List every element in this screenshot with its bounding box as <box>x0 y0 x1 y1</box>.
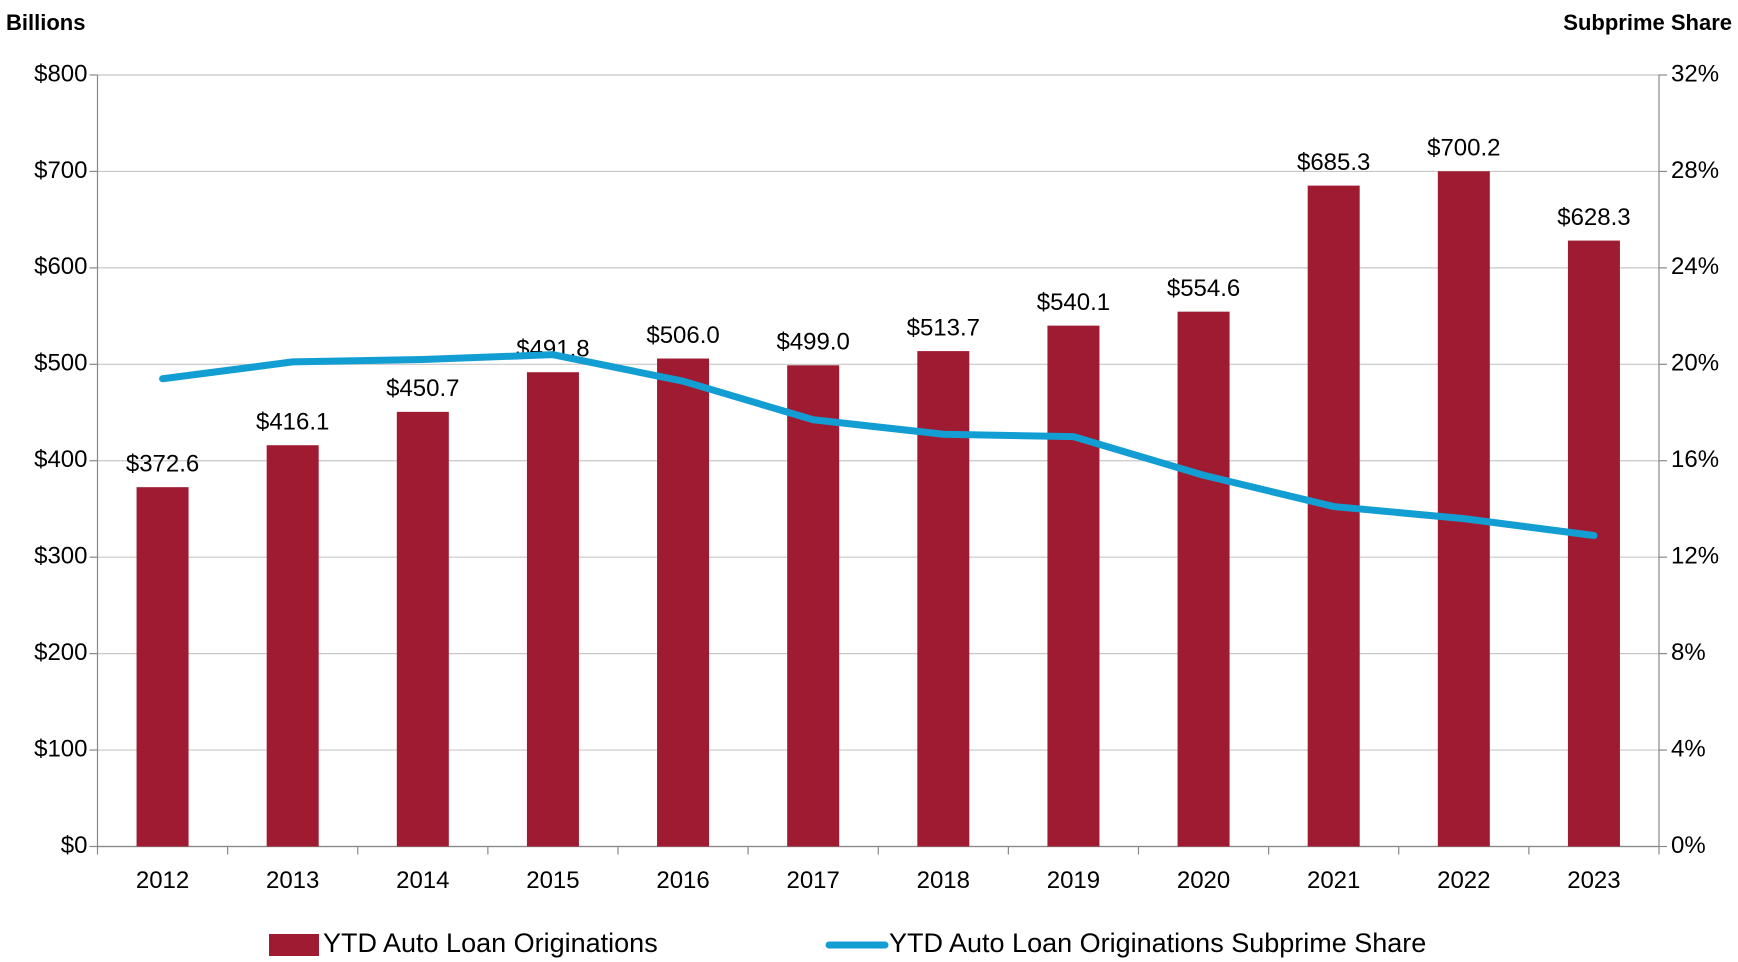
y-tick-label: $800 <box>34 60 87 87</box>
x-tick-label: 2015 <box>526 867 579 894</box>
bar <box>787 365 840 847</box>
x-tick-label: 2021 <box>1307 867 1360 894</box>
x-tick-label: 2016 <box>656 867 709 894</box>
legend-label: YTD Auto Loan Originations <box>323 928 658 958</box>
x-tick-label: 2014 <box>396 867 449 894</box>
bar <box>1307 185 1360 847</box>
data-label: $416.1 <box>256 409 329 436</box>
data-label: $700.2 <box>1427 135 1500 162</box>
y2-tick-label: 12% <box>1671 543 1719 570</box>
y2-tick-label: 16% <box>1671 446 1719 473</box>
y-tick-label: $400 <box>34 446 87 473</box>
data-label: $372.6 <box>126 451 199 478</box>
legend-swatch <box>269 934 319 956</box>
bar <box>136 487 189 847</box>
legend-label: YTD Auto Loan Originations Subprime Shar… <box>889 928 1426 958</box>
data-label: $513.7 <box>907 314 980 341</box>
data-label: $506.0 <box>646 322 719 349</box>
y-tick-label: $700 <box>34 157 87 184</box>
x-tick-label: 2012 <box>136 867 189 894</box>
y-tick-label: $300 <box>34 543 87 570</box>
y-tick-label: $100 <box>34 735 87 762</box>
y-tick-label: $200 <box>34 639 87 666</box>
x-tick-label: 2023 <box>1567 867 1620 894</box>
y2-tick-label: 4% <box>1671 735 1706 762</box>
bar <box>657 358 710 847</box>
x-tick-label: 2013 <box>266 867 319 894</box>
x-tick-label: 2020 <box>1177 867 1230 894</box>
y-tick-label: $600 <box>34 253 87 280</box>
y2-tick-label: 8% <box>1671 639 1706 666</box>
bar <box>526 372 579 847</box>
bar <box>1567 240 1620 847</box>
bar <box>1177 311 1230 847</box>
bar <box>1047 325 1100 847</box>
x-tick-label: 2017 <box>786 867 839 894</box>
y2-tick-label: 28% <box>1671 157 1719 184</box>
y2-tick-label: 24% <box>1671 253 1719 280</box>
data-label: $540.1 <box>1037 289 1110 316</box>
x-tick-label: 2022 <box>1437 867 1490 894</box>
bar <box>266 445 319 847</box>
x-tick-label: 2018 <box>917 867 970 894</box>
y2-axis-title: Subprime Share <box>1563 10 1732 35</box>
data-label: $554.6 <box>1167 275 1240 302</box>
y2-tick-label: 0% <box>1671 832 1706 859</box>
bar <box>1437 171 1490 847</box>
data-label: $685.3 <box>1297 149 1370 176</box>
x-tick-label: 2019 <box>1047 867 1100 894</box>
line <box>159 351 1598 539</box>
data-label: $450.7 <box>386 375 459 402</box>
bar <box>396 411 449 847</box>
bar <box>917 351 970 847</box>
data-label: $628.3 <box>1557 204 1630 231</box>
y-tick-label: $0 <box>61 832 88 859</box>
y-axis-title: Billions <box>6 10 85 35</box>
y2-tick-label: 20% <box>1671 350 1719 377</box>
y2-tick-label: 32% <box>1671 60 1719 87</box>
data-label: $499.0 <box>776 329 849 356</box>
y-tick-label: $500 <box>34 350 87 377</box>
